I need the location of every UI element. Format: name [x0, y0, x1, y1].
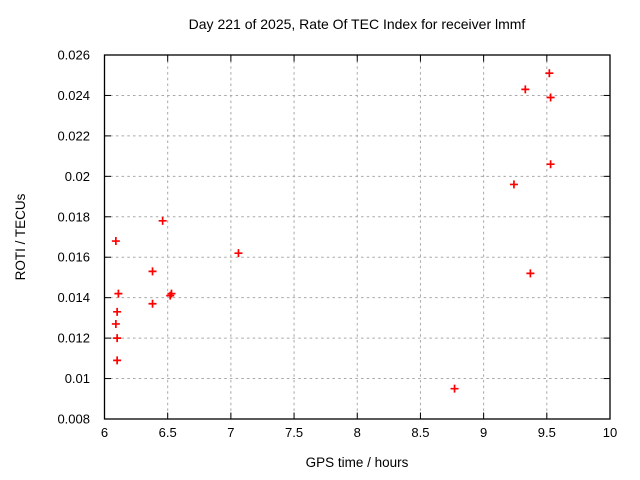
- data-point-marker: [167, 289, 176, 298]
- x-tick-label: 9: [480, 425, 487, 440]
- y-tick-label: 0.024: [57, 88, 90, 103]
- grid-layer: [104, 55, 610, 419]
- y-tick-label: 0.02: [65, 169, 90, 184]
- data-point-marker: [111, 237, 120, 246]
- data-point-marker: [148, 299, 157, 308]
- data-point-marker: [526, 269, 535, 278]
- y-tick-label: 0.014: [57, 290, 90, 305]
- x-axis-label: GPS time / hours: [306, 455, 409, 470]
- y-tick-label: 0.022: [57, 128, 90, 143]
- x-tick-label: 9.5: [538, 425, 556, 440]
- y-tick-label: 0.01: [65, 371, 90, 386]
- y-tick-label: 0.008: [57, 412, 90, 427]
- data-point-marker: [546, 93, 555, 102]
- y-tick-label: 0.026: [57, 48, 90, 63]
- data-point-marker: [148, 267, 157, 276]
- data-point-marker: [450, 384, 459, 393]
- y-tick-label: 0.012: [57, 331, 90, 346]
- data-point-marker: [111, 319, 120, 328]
- data-points-layer: [111, 69, 555, 393]
- data-point-marker: [234, 249, 243, 258]
- x-tick-label: 8: [354, 425, 361, 440]
- data-point-marker: [114, 289, 123, 298]
- x-tick-label: 6: [101, 425, 108, 440]
- data-point-marker: [545, 69, 554, 78]
- axes-border-layer: [103, 54, 611, 420]
- data-point-marker: [546, 160, 555, 169]
- y-tick-label: 0.016: [57, 250, 90, 265]
- y-tick-label: 0.018: [57, 209, 90, 224]
- x-tick-label: 7: [227, 425, 234, 440]
- data-point-marker: [509, 180, 518, 189]
- data-point-marker: [158, 216, 167, 225]
- x-tick-label: 7.5: [285, 425, 303, 440]
- x-tick-label: 10: [603, 425, 617, 440]
- chart-title: Day 221 of 2025, Rate Of TEC Index for r…: [189, 16, 526, 32]
- data-point-marker: [521, 85, 530, 94]
- x-tick-label: 8.5: [411, 425, 429, 440]
- data-point-marker: [113, 334, 122, 343]
- tick-label-layer: 6 6.5 7 7.5 8 8.5 9 9.5 10 0.008 0.01 0.012 0.014 0.0…: [57, 48, 617, 441]
- y-axis-label: ROTI / TECUs: [13, 193, 28, 280]
- plot-border: [103, 54, 611, 420]
- data-point-marker: [113, 307, 122, 316]
- x-tick-label: 6.5: [159, 425, 177, 440]
- data-point-marker: [113, 356, 122, 365]
